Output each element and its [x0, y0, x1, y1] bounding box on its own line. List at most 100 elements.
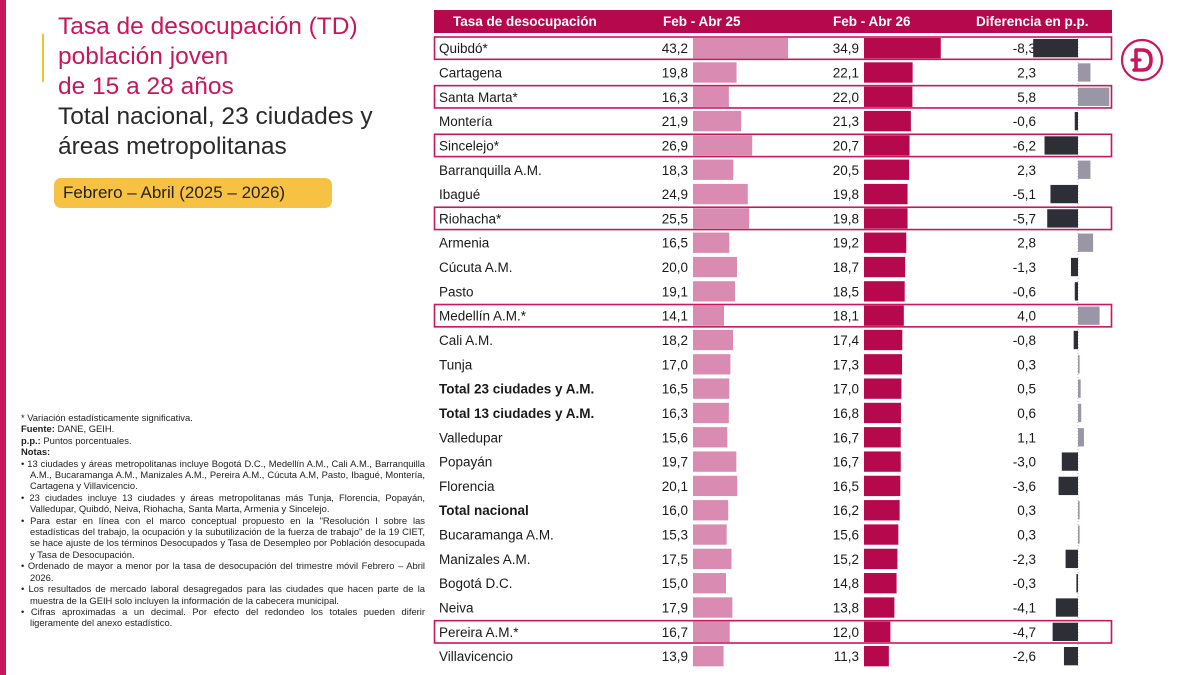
- value-label-2026: 19,2: [833, 236, 859, 251]
- bar-2025: [693, 621, 730, 642]
- bar-2025: [693, 256, 737, 278]
- bar-2026: [864, 256, 906, 278]
- bar-2025: [693, 38, 789, 59]
- bar-2026: [864, 354, 903, 375]
- diff-bar: [1047, 209, 1078, 228]
- diff-label: -0,6: [1013, 284, 1036, 299]
- significance-note: * Variación estadísticamente significati…: [21, 412, 193, 423]
- value-label-2025: 20,1: [662, 479, 688, 494]
- diff-label: 4,0: [1017, 309, 1036, 324]
- diff-label: 0,6: [1017, 406, 1036, 421]
- value-label-2026: 20,7: [833, 138, 859, 153]
- diff-bar: [1074, 111, 1078, 131]
- diff-label: 0,3: [1017, 357, 1036, 372]
- value-label-2025: 17,0: [662, 357, 688, 372]
- value-label-2026: 18,7: [833, 260, 859, 275]
- value-label-2026: 16,7: [833, 430, 859, 445]
- value-label-2025: 16,0: [662, 503, 688, 518]
- bar-2026: [864, 329, 903, 351]
- row-label: Medellín A.M.*: [439, 309, 527, 324]
- note-bullet: Ordenado de mayor a menor por la tasa de…: [21, 560, 425, 583]
- row-label: Cúcuta A.M.: [439, 260, 513, 275]
- diff-bar: [1074, 282, 1078, 301]
- diff-bar: [1078, 525, 1080, 544]
- row-label: Quibdó*: [439, 41, 489, 56]
- row-label: Barranquilla A.M.: [439, 163, 542, 178]
- bar-2025: [693, 646, 724, 667]
- table-header-bar: [434, 10, 1112, 33]
- value-label-2026: 11,3: [834, 649, 859, 664]
- value-label-2025: 19,7: [662, 455, 688, 470]
- bar-2026: [864, 524, 899, 545]
- bar-2026: [864, 135, 910, 156]
- header-city: Tasa de desocupación: [453, 14, 597, 29]
- bar-2025: [693, 159, 734, 180]
- bar-2026: [864, 573, 897, 594]
- row-label: Armenia: [439, 236, 490, 251]
- header-2025: Feb - Abr 25: [663, 14, 741, 29]
- diff-label: -2,3: [1013, 552, 1036, 567]
- bar-2025: [693, 62, 737, 83]
- bar-2026: [864, 232, 907, 253]
- value-label-2025: 21,9: [662, 114, 688, 129]
- bar-2025: [693, 232, 730, 253]
- bar-2026: [864, 451, 901, 472]
- diff-bar: [1073, 330, 1078, 350]
- row-label: Manizales A.M.: [439, 552, 531, 567]
- source-label: Fuente:: [21, 423, 55, 435]
- significant-row-frame: [433, 36, 1113, 61]
- row-label: Cali A.M.: [439, 333, 493, 348]
- bar-2025: [693, 208, 750, 229]
- row-label: Cartagena: [439, 65, 503, 80]
- value-label-2026: 17,3: [833, 357, 859, 372]
- dane-logo-icon: [1120, 38, 1164, 82]
- diff-label: -3,6: [1013, 479, 1036, 494]
- diff-bar: [1078, 63, 1091, 82]
- title-block: Tasa de desocupación (TD) población jove…: [58, 12, 418, 162]
- diff-bar: [1078, 306, 1100, 325]
- value-label-2025: 19,8: [662, 65, 688, 80]
- value-label-2026: 18,5: [833, 284, 859, 299]
- bar-2025: [693, 135, 753, 156]
- diff-label: 0,5: [1017, 382, 1036, 397]
- diff-bar: [1063, 647, 1078, 666]
- diff-label: 5,8: [1017, 90, 1036, 105]
- pp-note: p.p.: Puntos porcentuales.: [21, 435, 425, 446]
- bar-2026: [864, 402, 901, 424]
- value-label-2025: 16,5: [662, 382, 688, 397]
- bar-2025: [693, 110, 742, 132]
- value-label-2025: 16,5: [662, 236, 688, 251]
- value-label-2025: 19,1: [662, 284, 688, 299]
- pp-value: Puntos porcentuales.: [43, 434, 132, 446]
- bar-2025: [693, 475, 738, 497]
- bar-2026: [864, 548, 898, 570]
- row-label: Neiva: [439, 601, 474, 616]
- diff-label: -8,3: [1013, 41, 1036, 56]
- diff-label: 0,3: [1017, 503, 1036, 518]
- value-label-2026: 19,8: [833, 211, 859, 226]
- value-label-2025: 20,0: [662, 260, 688, 275]
- bar-2025: [693, 500, 729, 521]
- bar-2025: [693, 427, 728, 448]
- row-label: Ibagué: [439, 187, 480, 202]
- row-label: Montería: [439, 114, 493, 129]
- left-accent-bar: [0, 0, 6, 675]
- value-label-2025: 17,9: [662, 601, 688, 616]
- header-difference: Diferencia en p.p.: [976, 14, 1089, 29]
- period-badge: Febrero – Abril (2025 – 2026): [54, 178, 332, 208]
- diff-label: -4,1: [1013, 601, 1036, 616]
- bar-2026: [864, 110, 911, 132]
- diff-label: -5,7: [1013, 211, 1036, 226]
- row-label: Popayán: [439, 455, 492, 470]
- title-abbrev: (TD): [308, 13, 358, 40]
- diff-label: 2,8: [1017, 236, 1036, 251]
- row-label: Bucaramanga A.M.: [439, 528, 554, 543]
- bar-2026: [864, 208, 908, 229]
- title-accent-rule: [42, 34, 44, 82]
- value-label-2025: 16,7: [662, 625, 688, 640]
- bar-2025: [693, 573, 726, 594]
- title-line-2: población joven: [58, 43, 229, 70]
- diff-label: 0,3: [1017, 528, 1036, 543]
- diff-bar: [1052, 622, 1078, 641]
- subtitle-line-1: Total nacional, 23 ciudades y: [58, 103, 373, 130]
